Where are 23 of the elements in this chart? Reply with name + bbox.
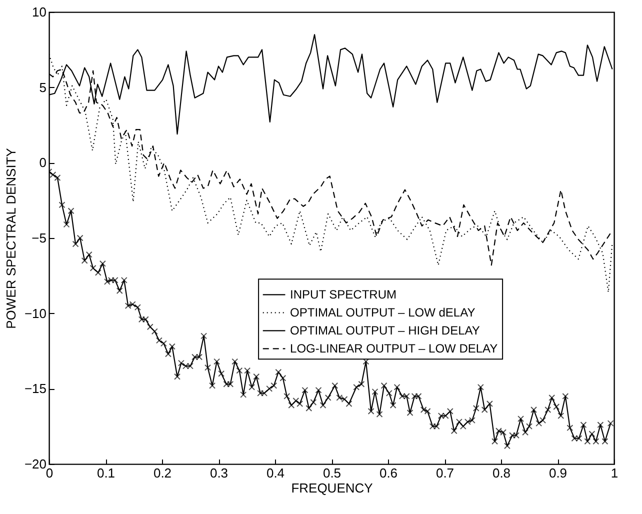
x-tick-label: 0.2	[153, 466, 172, 480]
y-tick-label: −20	[24, 456, 46, 472]
x-tick-label: 0.8	[492, 466, 511, 480]
y-tick-label: −10	[24, 306, 46, 321]
y-axis-title: POWER SPECTRAL DENSITY	[3, 148, 18, 329]
y-tick-label: 5	[39, 80, 46, 95]
x-tick-label: 0.4	[266, 466, 285, 480]
x-tick-label: 0.3	[210, 466, 228, 480]
x-tick-label: 0.9	[548, 466, 568, 480]
legend-label: OPTIMAL OUTPUT – HIGH DELAY	[290, 324, 480, 338]
x-tick-label: 1	[610, 466, 618, 480]
x-axis-title: FREQUENCY	[291, 480, 374, 496]
y-tick-label: 0	[39, 155, 46, 170]
legend-label: LOG-LINEAR OUTPUT – LOW DELAY	[290, 342, 498, 356]
legend-label: INPUT SPECTRUM	[290, 288, 397, 302]
legend-label: OPTIMAL OUTPUT – LOW dELAY	[290, 306, 476, 320]
y-tick-label: 10	[32, 4, 46, 20]
x-tick-label: 0.1	[96, 466, 116, 480]
x-tick-label: 0.6	[379, 466, 398, 480]
x-tick-label: 0.5	[322, 466, 342, 480]
x-tick-label: 0.7	[436, 466, 454, 480]
y-tick-label: −5	[32, 230, 46, 246]
y-tick-label: −15	[24, 381, 46, 396]
